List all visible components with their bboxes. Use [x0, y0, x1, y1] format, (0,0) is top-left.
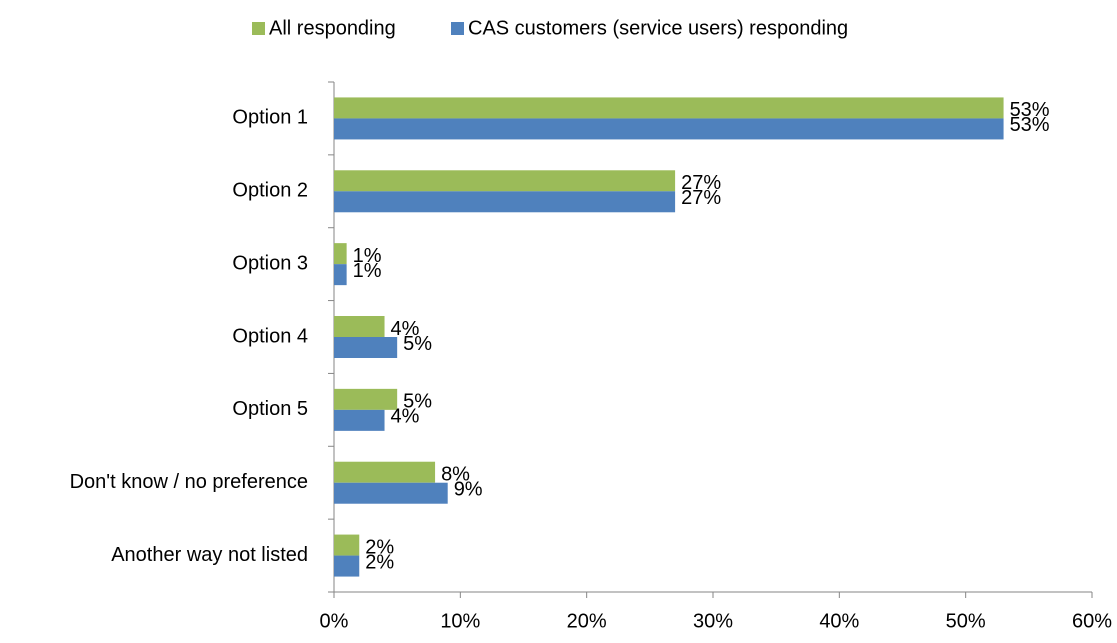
data-label: 9% — [454, 478, 483, 500]
bar — [334, 482, 448, 504]
data-label: 1% — [353, 245, 382, 267]
x-tick-label: 30% — [693, 610, 733, 632]
legend-swatch — [451, 22, 464, 35]
y-tick-label: Option 2 — [232, 180, 308, 202]
data-label: 53% — [1010, 114, 1050, 136]
bar — [334, 97, 1004, 119]
data-label: 2% — [365, 536, 394, 558]
data-label: 27% — [681, 172, 721, 194]
y-tick-label: Option 5 — [232, 398, 308, 420]
bar — [334, 243, 347, 265]
data-label: 4% — [391, 406, 420, 428]
legend-swatch — [252, 22, 265, 35]
x-tick-label: 60% — [1072, 610, 1112, 632]
data-label: 8% — [441, 463, 470, 485]
bar — [334, 337, 398, 358]
bar — [334, 409, 385, 431]
x-tick-label: 40% — [819, 610, 859, 632]
y-tick-label: Don't know / no preference — [70, 471, 308, 493]
bar — [334, 534, 360, 556]
data-label: 5% — [403, 391, 432, 413]
bar — [334, 461, 436, 483]
legend-label: All responding — [269, 17, 396, 39]
y-tick-label: Option 1 — [232, 107, 308, 129]
x-tick-label: 0% — [320, 610, 349, 632]
x-tick-label: 10% — [440, 610, 480, 632]
bar — [334, 264, 347, 286]
data-label: 27% — [681, 187, 721, 209]
y-tick-label: Another way not listed — [111, 544, 308, 566]
data-label: 2% — [365, 551, 394, 573]
data-label: 5% — [403, 333, 432, 355]
bar — [334, 388, 398, 410]
data-label: 1% — [353, 260, 382, 282]
legend-label: CAS customers (service users) responding — [468, 17, 848, 39]
bar — [334, 316, 385, 337]
bar — [334, 191, 676, 213]
bar — [334, 555, 360, 577]
data-label: 4% — [391, 318, 420, 340]
data-label: 53% — [1010, 99, 1050, 121]
bar — [334, 170, 676, 192]
bar — [334, 118, 1004, 140]
x-tick-label: 20% — [567, 610, 607, 632]
y-tick-label: Option 4 — [232, 325, 308, 347]
x-tick-label: 50% — [946, 610, 986, 632]
y-tick-label: Option 3 — [232, 252, 308, 274]
